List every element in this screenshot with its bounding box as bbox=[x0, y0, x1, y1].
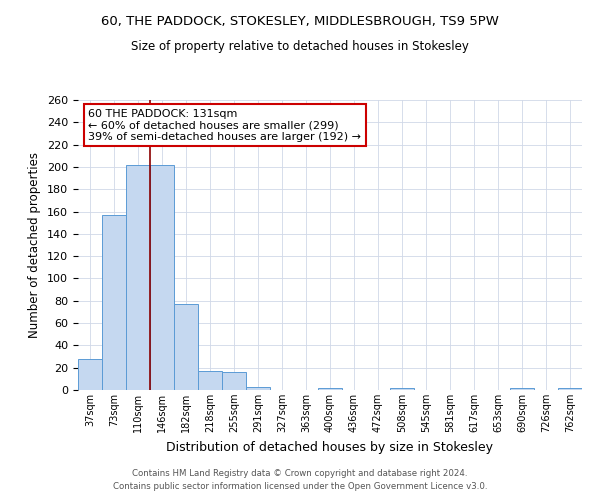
Bar bbox=[222, 372, 246, 390]
Bar bbox=[390, 388, 414, 390]
Text: 60 THE PADDOCK: 131sqm
← 60% of detached houses are smaller (299)
39% of semi-de: 60 THE PADDOCK: 131sqm ← 60% of detached… bbox=[88, 108, 361, 142]
Text: Size of property relative to detached houses in Stokesley: Size of property relative to detached ho… bbox=[131, 40, 469, 53]
Bar bbox=[558, 388, 582, 390]
Bar bbox=[198, 371, 222, 390]
Text: Contains HM Land Registry data © Crown copyright and database right 2024.: Contains HM Land Registry data © Crown c… bbox=[132, 468, 468, 477]
Y-axis label: Number of detached properties: Number of detached properties bbox=[28, 152, 41, 338]
X-axis label: Distribution of detached houses by size in Stokesley: Distribution of detached houses by size … bbox=[167, 440, 493, 454]
Bar bbox=[126, 164, 150, 390]
Bar bbox=[150, 164, 174, 390]
Bar bbox=[510, 388, 534, 390]
Bar bbox=[174, 304, 198, 390]
Bar bbox=[78, 359, 102, 390]
Bar bbox=[246, 386, 270, 390]
Bar bbox=[318, 388, 342, 390]
Bar bbox=[102, 215, 126, 390]
Text: Contains public sector information licensed under the Open Government Licence v3: Contains public sector information licen… bbox=[113, 482, 487, 491]
Text: 60, THE PADDOCK, STOKESLEY, MIDDLESBROUGH, TS9 5PW: 60, THE PADDOCK, STOKESLEY, MIDDLESBROUG… bbox=[101, 15, 499, 28]
